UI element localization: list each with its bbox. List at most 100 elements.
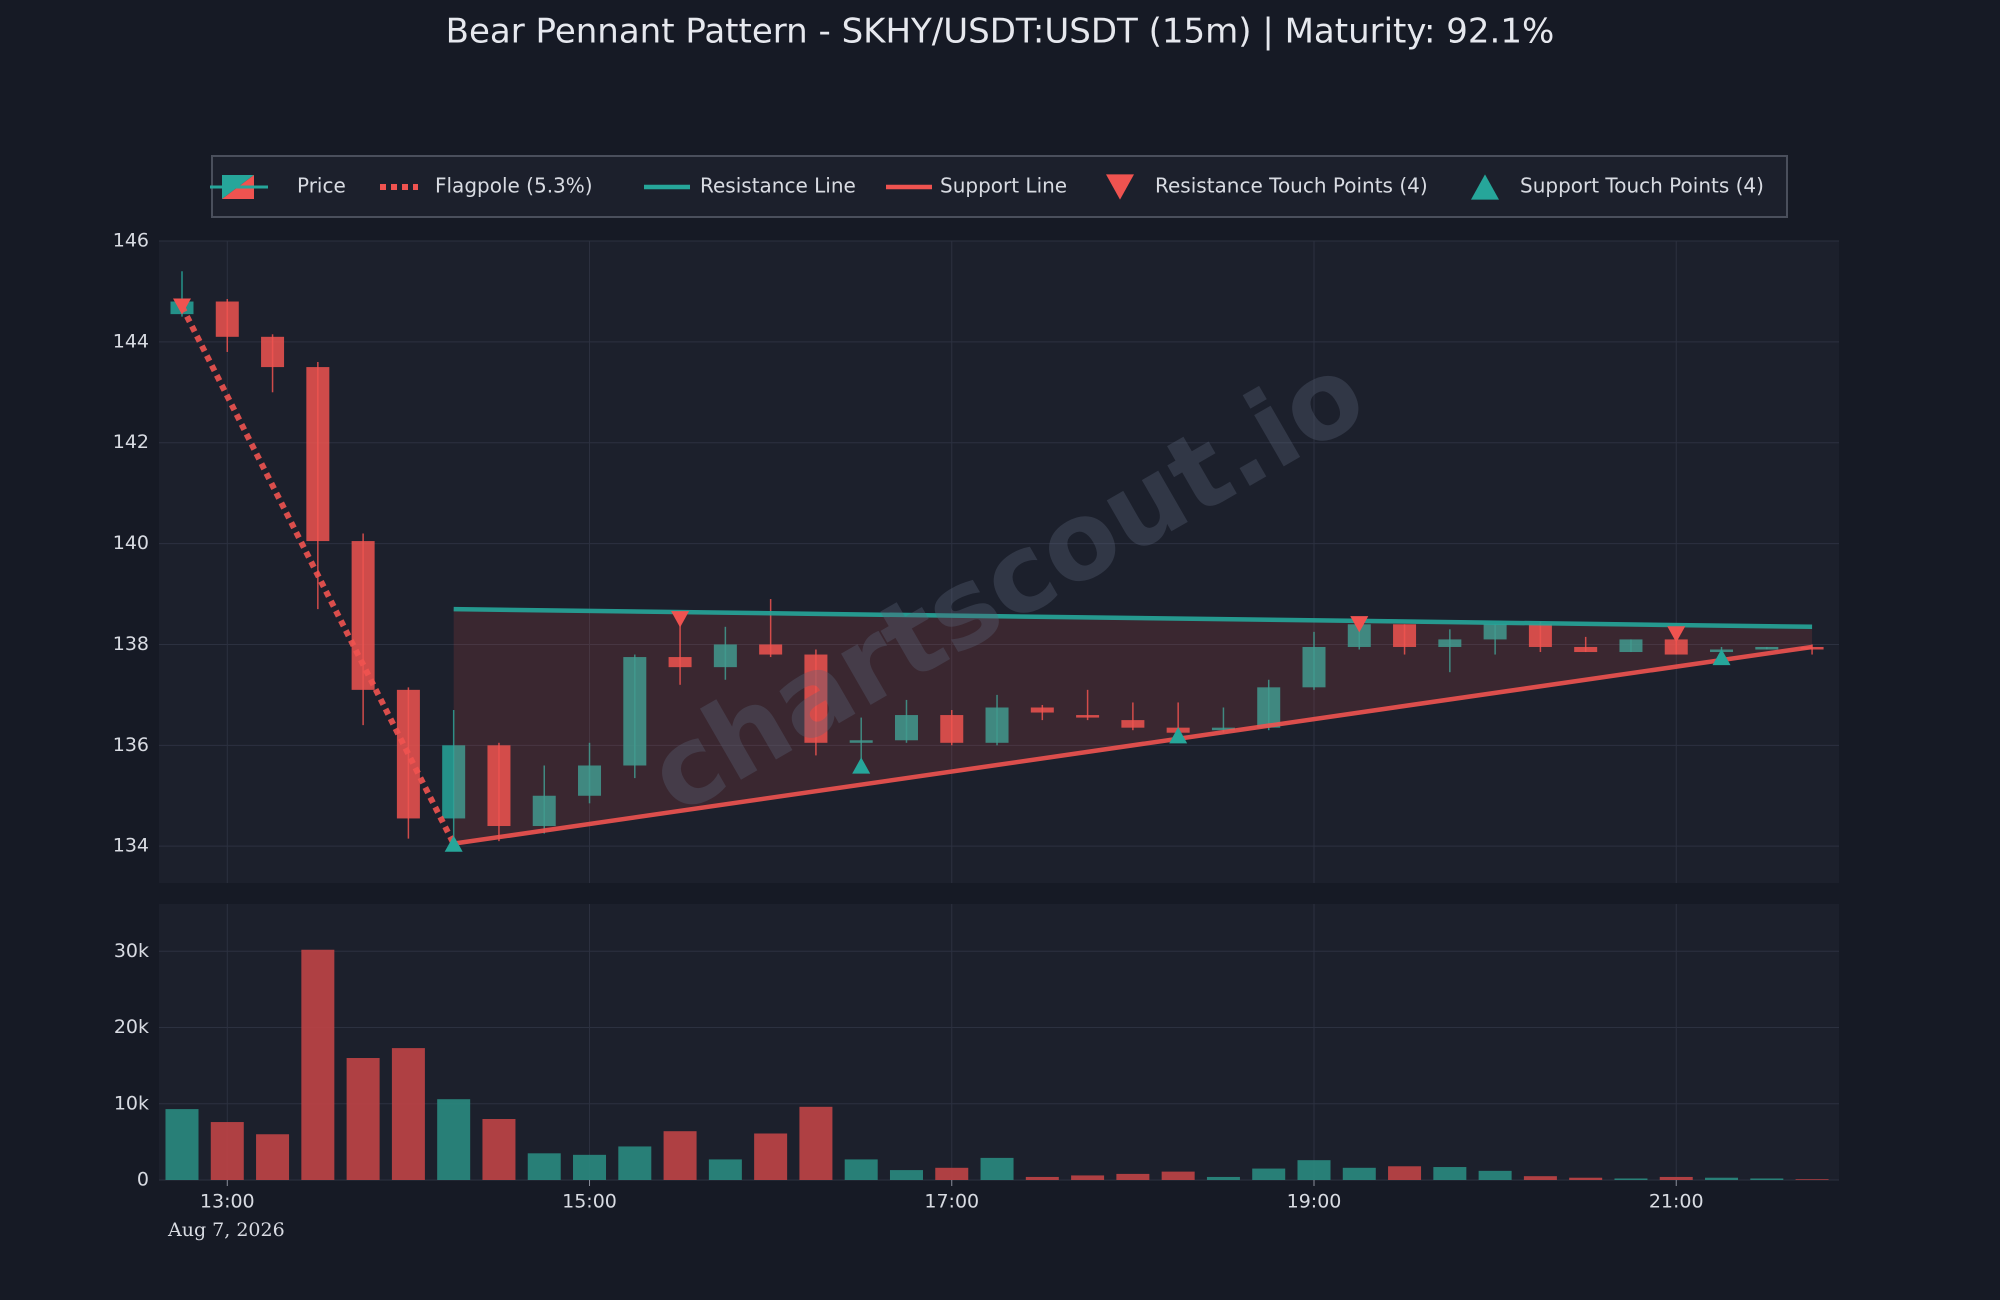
candle-body [894,715,918,741]
volume-bar [527,1153,561,1180]
volume-bar [482,1119,516,1180]
y-tick-label: 144 [113,330,149,352]
candle-body [1302,646,1326,688]
candle-body [442,745,466,819]
volume-bar [573,1154,607,1180]
volume-bar [1071,1175,1105,1180]
volume-bar [799,1106,833,1180]
legend-label: Support Line [940,174,1067,198]
volume-bar [346,1058,380,1180]
touch-point [1350,616,1369,633]
legend-label: Support Touch Points (4) [1520,174,1764,198]
volume-bar [754,1133,788,1180]
volume-bar [618,1146,652,1180]
candle-body [1619,639,1643,653]
y-tick-label: 138 [113,633,149,655]
y-tick-label: 0 [137,1169,149,1191]
touch-point [1169,727,1188,744]
x-tick-label: 19:00 [1287,1191,1342,1213]
volume-bar [391,1048,425,1180]
touch-point [852,757,871,774]
candle-body [1574,646,1598,653]
volume-bar [1478,1170,1512,1180]
candle-body [1393,624,1417,647]
volume-bar [1569,1177,1603,1180]
candle-body [1347,624,1371,647]
touch-point [671,611,690,628]
y-tick-label: 20k [114,1016,149,1038]
candle-body [713,644,737,668]
x-tick-label: 21:00 [1649,1191,1704,1213]
y-tick-label: 10k [114,1092,149,1114]
x-tick-label: 13:00 [200,1191,255,1213]
volume-bar [1795,1179,1829,1180]
legend-icon [1106,174,1134,200]
legend-label: Price [297,174,346,198]
candle-body [351,541,375,690]
candle-body [487,745,511,827]
plot-area [159,241,1839,883]
volume-bar [1252,1168,1286,1180]
legend-label: Flagpole (5.3%) [435,174,593,198]
volume-bar [1433,1167,1467,1180]
candle-body [1030,707,1054,713]
volume-bar [437,1099,471,1180]
legend-icon [1471,174,1499,200]
volume-bar [1206,1176,1240,1180]
pennant-area [453,609,1813,844]
candle-body [1483,624,1507,640]
volume-bar [1659,1176,1693,1180]
candle-body [306,367,330,542]
candle-body [578,765,602,796]
volume-bar [708,1159,742,1180]
candle-body [532,795,556,827]
chart-title: Bear Pennant Pattern - SKHY/USDT:USDT (1… [446,12,1555,52]
volume-bar [980,1157,1014,1180]
volume-bar [1388,1166,1422,1180]
legend-label: Resistance Touch Points (4) [1155,174,1428,198]
y-tick-label: 142 [113,431,149,453]
candle-body [759,644,783,655]
legend [211,155,1788,218]
volume-bar [1116,1173,1150,1180]
candle-body [215,301,239,337]
volume-bar [844,1159,878,1180]
volume-bar [1342,1167,1376,1180]
candle-body [940,715,964,743]
y-tick-label: 30k [114,940,149,962]
x-tick-label: 17:00 [924,1191,979,1213]
y-tick-label: 140 [113,532,149,554]
candle-body [1211,727,1235,731]
candle-body [668,657,692,668]
candle-body [396,689,420,819]
candle-body [985,707,1009,743]
volume-bar [256,1134,290,1180]
touch-point [173,298,191,315]
candle-body [1257,687,1281,728]
volume-bar [165,1109,199,1180]
candle-body [1121,720,1145,728]
volume-bar [1614,1178,1648,1180]
volume-bar [889,1170,923,1180]
volume-bar [1750,1178,1784,1180]
touch-point [444,835,463,852]
volume-bar [1297,1160,1331,1180]
volume-bar [935,1167,969,1180]
candle-body [849,740,873,743]
y-tick-label: 134 [113,835,149,857]
volume-bar [1523,1176,1557,1180]
volume-bar [210,1122,244,1180]
candle-body [1438,639,1462,647]
y-tick-label: 136 [113,734,149,756]
candle-body [804,654,828,743]
touch-point [1712,648,1731,666]
pattern-line [179,305,457,846]
candle-body [623,657,647,766]
candle-body [1755,646,1779,650]
volume-bar [1161,1171,1195,1180]
touch-point [1667,626,1686,643]
pattern-line [453,644,1813,846]
volume-bar [1705,1177,1739,1180]
candle-body [1076,715,1100,718]
